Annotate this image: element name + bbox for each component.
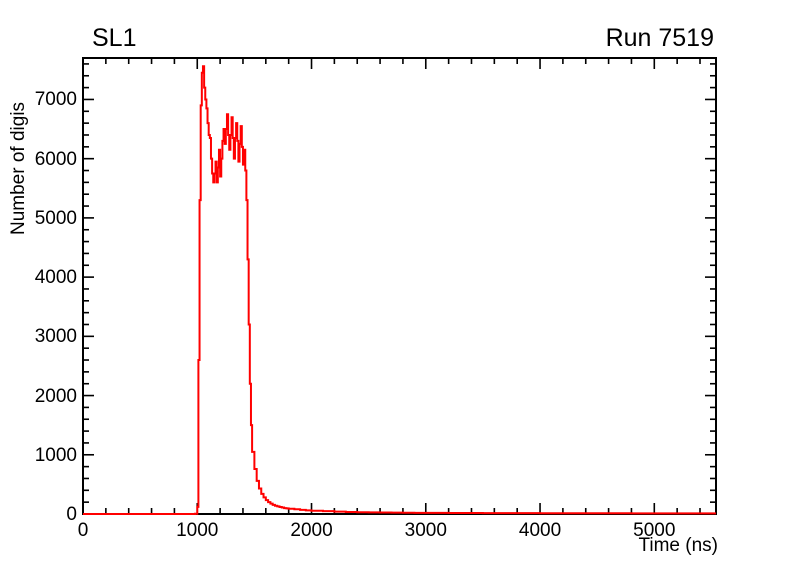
axis-ticks: [82, 58, 716, 515]
pad-title-right: Run 7519: [605, 24, 714, 52]
x-tick-label: 5000: [633, 520, 676, 541]
plot-frame: [82, 57, 717, 515]
y-tick-label: 4000: [34, 267, 77, 289]
x-tick-label: 1000: [176, 520, 219, 541]
y-tick-label: 2000: [34, 385, 77, 407]
x-tick-label: 4000: [518, 520, 562, 541]
y-tick-label: 5000: [34, 207, 77, 229]
y-tick-label: 1000: [34, 444, 77, 466]
pad-title-left: SL1: [92, 24, 137, 52]
data-series-digis: [83, 65, 716, 515]
y-tick-label: 3000: [34, 326, 77, 348]
x-tick-label: 0: [77, 520, 89, 541]
x-tick-label: 2000: [290, 520, 333, 541]
x-axis-title: Time (ns): [638, 535, 718, 556]
x-tick-label: 3000: [404, 520, 447, 541]
y-tick-label: 6000: [34, 148, 77, 170]
y-tick-label: 0: [66, 504, 77, 525]
y-tick-label: 7000: [34, 89, 77, 111]
